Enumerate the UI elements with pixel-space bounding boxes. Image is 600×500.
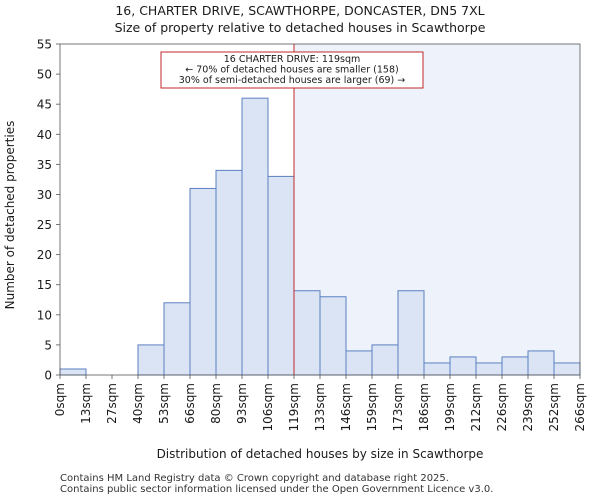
bar	[371, 344, 399, 376]
y-tick-label: 15	[37, 278, 52, 292]
x-tick-label: 93sqm	[235, 383, 249, 424]
footer-copyright: Contains HM Land Registry data © Crown c…	[60, 473, 449, 484]
bar	[137, 344, 165, 376]
x-tick-label: 27sqm	[105, 383, 119, 424]
x-axis-label: Distribution of detached houses by size …	[157, 447, 484, 461]
y-tick-label: 0	[44, 369, 52, 383]
bar	[267, 175, 295, 376]
x-tick-label: 146sqm	[339, 383, 353, 431]
y-tick-label: 30	[37, 188, 52, 202]
footer-licence: Contains public sector information licen…	[60, 484, 494, 495]
x-tick-label: 53sqm	[157, 383, 171, 424]
x-tick-label: 226sqm	[495, 383, 509, 431]
bar	[293, 290, 321, 376]
y-tick-label: 40	[37, 128, 52, 142]
bar	[319, 296, 347, 376]
bar	[553, 362, 581, 376]
annotation-text: 16 CHARTER DRIVE: 119sqm	[224, 54, 361, 65]
bar	[527, 350, 555, 376]
x-tick-label: 106sqm	[261, 383, 275, 431]
x-tick-label: 13sqm	[79, 383, 93, 424]
x-tick-label: 0sqm	[53, 383, 67, 416]
y-tick-label: 50	[37, 68, 52, 82]
y-tick-label: 10	[37, 308, 52, 322]
bar	[189, 187, 217, 376]
y-tick-label: 55	[37, 38, 52, 52]
x-tick-label: 173sqm	[391, 383, 405, 431]
annotation-box	[160, 51, 424, 89]
x-tick-label: 266sqm	[573, 383, 587, 431]
bar	[59, 368, 87, 376]
bar	[215, 169, 243, 376]
bar	[475, 362, 503, 376]
x-tick-label: 186sqm	[417, 383, 431, 431]
x-tick-label: 159sqm	[365, 383, 379, 431]
bar	[423, 362, 451, 376]
x-tick-label: 80sqm	[209, 383, 223, 424]
x-tick-label: 119sqm	[287, 383, 301, 431]
bar-chart: 0 5 10 15 20 25 30 35 40 45 50 55 0sqm 13sqm 27sqm 40sq…	[3, 38, 587, 462]
annotation-text: ← 70% of detached houses are smaller (15…	[185, 65, 398, 76]
bar	[501, 356, 529, 376]
bar	[241, 97, 269, 376]
y-tick-label: 25	[37, 218, 52, 232]
x-tick-label: 212sqm	[469, 383, 483, 431]
y-tick-label: 45	[37, 98, 52, 112]
bar	[449, 356, 477, 376]
y-axis-label: Number of detached properties	[3, 121, 17, 310]
x-tick-label: 40sqm	[131, 383, 145, 424]
y-tick-label: 5	[44, 338, 52, 352]
x-tick-label: 199sqm	[443, 383, 457, 431]
bar	[163, 302, 191, 376]
x-tick-label: 133sqm	[313, 383, 327, 431]
bar	[397, 290, 425, 376]
bar	[345, 350, 373, 376]
annotation-text: 30% of semi-detached houses are larger (…	[179, 75, 406, 86]
x-tick-label: 252sqm	[547, 383, 561, 431]
chart-subtitle: Size of property relative to detached ho…	[114, 20, 486, 35]
y-tick-label: 20	[37, 248, 52, 262]
x-tick-label: 66sqm	[183, 383, 197, 424]
y-tick-label: 35	[37, 158, 52, 172]
x-tick-label: 239sqm	[521, 383, 535, 431]
chart-title: 16, CHARTER DRIVE, SCAWTHORPE, DONCASTER…	[115, 3, 485, 18]
